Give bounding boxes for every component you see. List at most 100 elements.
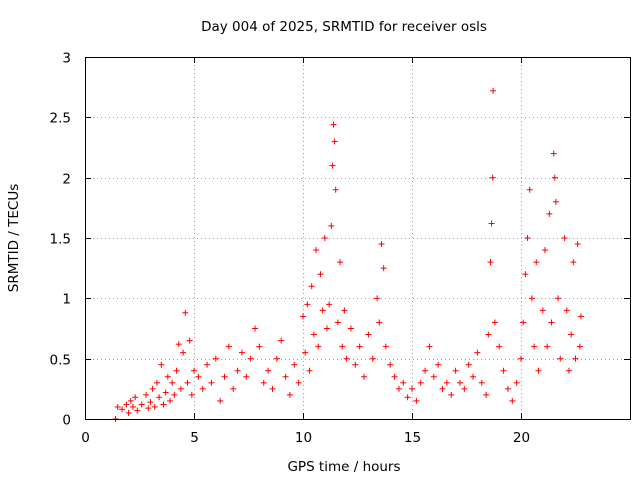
data-point bbox=[443, 379, 450, 386]
data-point bbox=[533, 259, 540, 266]
data-point bbox=[391, 373, 398, 380]
data-point bbox=[470, 373, 477, 380]
data-point bbox=[378, 241, 385, 248]
data-point bbox=[252, 325, 259, 332]
data-point bbox=[544, 343, 551, 350]
data-point bbox=[160, 401, 167, 408]
data-point bbox=[221, 373, 228, 380]
data-point bbox=[555, 295, 562, 302]
data-point bbox=[278, 337, 285, 344]
y-tick-label: 2 bbox=[62, 172, 71, 188]
y-tick-label: 1 bbox=[62, 292, 71, 308]
data-point bbox=[129, 403, 136, 410]
y-tick-label: 1.5 bbox=[50, 232, 71, 248]
data-point bbox=[153, 379, 160, 386]
data-point bbox=[184, 379, 191, 386]
data-point bbox=[114, 403, 121, 410]
data-point bbox=[565, 367, 572, 374]
data-point bbox=[374, 295, 381, 302]
y-tick-label: 3 bbox=[62, 51, 71, 67]
data-point bbox=[426, 343, 433, 350]
x-tick-label: 15 bbox=[404, 430, 421, 446]
data-point bbox=[306, 367, 313, 374]
data-point bbox=[319, 307, 326, 314]
data-point bbox=[321, 235, 328, 241]
data-point bbox=[563, 307, 570, 314]
data-point bbox=[119, 406, 126, 413]
data-point bbox=[265, 367, 272, 374]
data-point bbox=[546, 210, 553, 217]
data-point bbox=[208, 379, 215, 386]
data-point bbox=[175, 341, 182, 348]
data-point bbox=[243, 373, 250, 380]
data-point bbox=[413, 397, 420, 404]
data-point bbox=[158, 361, 165, 368]
data-point bbox=[504, 385, 511, 392]
data-point bbox=[326, 301, 333, 308]
data-point bbox=[132, 394, 139, 401]
data-point bbox=[304, 301, 311, 308]
data-point bbox=[260, 379, 267, 386]
data-point bbox=[535, 367, 542, 374]
data-point bbox=[551, 174, 558, 181]
data-point bbox=[204, 361, 211, 368]
data-point bbox=[474, 349, 481, 356]
data-point bbox=[125, 409, 132, 416]
data-point bbox=[531, 343, 538, 350]
data-point bbox=[448, 391, 455, 398]
data-point bbox=[145, 405, 152, 412]
data-point bbox=[282, 373, 289, 380]
data-point bbox=[430, 373, 437, 380]
data-point bbox=[361, 373, 368, 380]
data-point bbox=[541, 247, 548, 254]
data-point bbox=[557, 355, 564, 362]
data-point bbox=[331, 138, 338, 145]
data-point bbox=[452, 367, 459, 374]
data-point bbox=[376, 319, 383, 326]
data-point bbox=[409, 385, 415, 392]
data-point bbox=[422, 367, 429, 374]
data-point bbox=[177, 385, 184, 392]
data-point bbox=[491, 319, 498, 326]
data-point bbox=[225, 343, 232, 350]
data-point bbox=[548, 319, 555, 326]
data-point bbox=[173, 367, 180, 374]
data-point bbox=[439, 385, 446, 392]
data-point bbox=[522, 271, 529, 278]
data-point bbox=[577, 313, 584, 320]
data-point bbox=[167, 397, 174, 404]
data-point bbox=[143, 391, 150, 398]
data-point bbox=[317, 271, 324, 278]
data-point bbox=[138, 401, 145, 408]
data-point bbox=[295, 379, 302, 386]
data-point bbox=[461, 385, 468, 392]
data-point bbox=[191, 367, 197, 374]
data-point bbox=[369, 355, 376, 362]
data-point bbox=[195, 373, 202, 380]
data-point bbox=[518, 355, 524, 362]
data-point bbox=[561, 235, 568, 241]
data-point bbox=[147, 399, 154, 406]
data-point bbox=[395, 385, 402, 392]
data-point bbox=[238, 349, 245, 356]
y-axis-label: SRMTID / TECUs bbox=[6, 184, 22, 292]
data-point bbox=[404, 394, 411, 401]
data-point bbox=[500, 367, 507, 374]
data-point bbox=[156, 394, 163, 401]
data-point bbox=[352, 361, 359, 368]
data-point bbox=[127, 397, 134, 404]
data-point bbox=[513, 379, 520, 386]
data-point bbox=[123, 401, 130, 408]
data-point bbox=[524, 235, 531, 241]
data-point bbox=[576, 343, 583, 350]
data-point bbox=[234, 367, 241, 374]
data-point bbox=[310, 331, 317, 338]
data-point bbox=[489, 174, 496, 181]
grid-layer bbox=[85, 57, 630, 419]
data-point bbox=[509, 397, 516, 404]
y-tick-label: 0 bbox=[62, 413, 71, 429]
data-point bbox=[483, 391, 490, 398]
data-point bbox=[387, 361, 394, 368]
data-point bbox=[273, 355, 280, 362]
